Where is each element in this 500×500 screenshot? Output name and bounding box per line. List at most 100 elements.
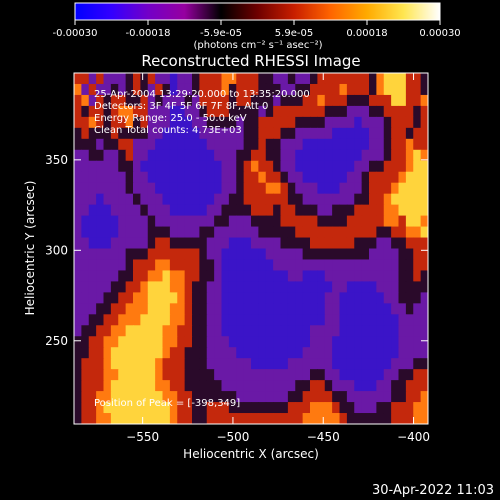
heatmap-cell [310,391,318,403]
heatmap-cell [280,303,289,315]
heatmap-cell [169,83,178,96]
heatmap-cell [81,248,90,261]
heatmap-cell [214,204,223,217]
heatmap-cell [376,391,385,403]
heatmap-cell [383,105,392,118]
heatmap-cell [324,94,333,107]
heatmap-cell [243,204,252,217]
heatmap-cell [405,358,414,370]
heatmap-cell [110,171,119,184]
heatmap-cell [110,358,119,370]
heatmap-cell [398,270,407,283]
heatmap-cell [96,116,105,129]
heatmap-cell [236,215,245,228]
heatmap-cell [295,391,304,403]
heatmap-cell [140,116,149,129]
heatmap-cell [214,127,223,140]
heatmap-cell [339,314,348,326]
heatmap-cell [133,369,141,381]
heatmap-cell [287,292,296,304]
heatmap-cell [236,270,245,283]
heatmap-cell [383,193,392,206]
heatmap-cell [369,171,377,184]
heatmap-cell [413,160,422,173]
heatmap-cell [354,358,363,370]
heatmap-cell [302,127,311,140]
heatmap-cell [88,204,97,217]
heatmap-cell [133,281,141,293]
heatmap-cell [273,358,282,370]
heatmap-cell [332,215,341,228]
heatmap-cell [214,358,223,370]
heatmap-cell [236,347,245,359]
heatmap-cell [88,215,97,228]
heatmap-cell [332,248,341,261]
heatmap-cell [110,314,119,326]
heatmap-cell [339,116,348,129]
heatmap-cell [214,73,223,85]
heatmap-cell [339,105,348,118]
heatmap-cell [317,358,326,370]
heatmap-cell [398,281,407,293]
heatmap-cell [361,358,370,370]
heatmap-cell [251,204,259,217]
heatmap-cell [354,391,363,403]
heatmap-cell [420,391,428,403]
heatmap-cell [96,303,105,315]
heatmap-cell [324,292,333,304]
heatmap-cell [110,204,119,217]
heatmap-cell [162,237,171,250]
heatmap-cell [155,248,164,261]
heatmap-cell [177,347,186,359]
heatmap-cell [184,358,193,370]
heatmap-cell [125,402,134,414]
heatmap-cell [110,116,119,129]
heatmap-cell [376,237,385,250]
heatmap-cell [287,270,296,283]
heatmap-cell [369,270,377,283]
heatmap-cell [295,380,304,392]
heatmap-cell [192,380,200,392]
heatmap-cell [310,413,318,424]
heatmap-cell [273,105,282,118]
heatmap-cell [236,303,245,315]
heatmap-cell [287,336,296,348]
heatmap-cell [265,314,274,326]
heatmap-cell [413,369,422,381]
heatmap-cell [236,83,245,96]
heatmap-cell [405,127,414,140]
heatmap-cell [110,226,119,239]
heatmap-cell [214,391,223,403]
heatmap-cell [369,160,377,173]
heatmap-cell [74,193,82,206]
heatmap-cell [324,402,333,414]
heatmap-cell [177,259,186,272]
heatmap-cell [192,105,200,118]
heatmap-cell [391,138,400,151]
heatmap-cell [118,413,127,424]
heatmap-cell [369,347,377,359]
heatmap-cell [317,160,326,173]
heatmap-cell [280,237,289,250]
heatmap-cell [96,105,105,118]
heatmap-cell [346,73,355,85]
heatmap-cell [361,292,370,304]
heatmap-cell [236,160,245,173]
heatmap-cell [221,116,230,129]
heatmap-cell [184,336,193,348]
heatmap-cell [206,248,215,261]
heatmap-cell [96,182,105,195]
heatmap-cell [96,413,105,424]
heatmap-cell [258,391,267,403]
heatmap-cell [162,413,171,424]
heatmap-cell [251,358,259,370]
heatmap-cell [133,105,141,118]
heatmap-cell [324,369,333,381]
heatmap-cell [133,336,141,348]
heatmap-cell [361,182,370,195]
heatmap-cell [199,303,208,315]
heatmap-cell [192,226,200,239]
heatmap-cell [295,94,304,107]
heatmap-cell [228,336,237,348]
